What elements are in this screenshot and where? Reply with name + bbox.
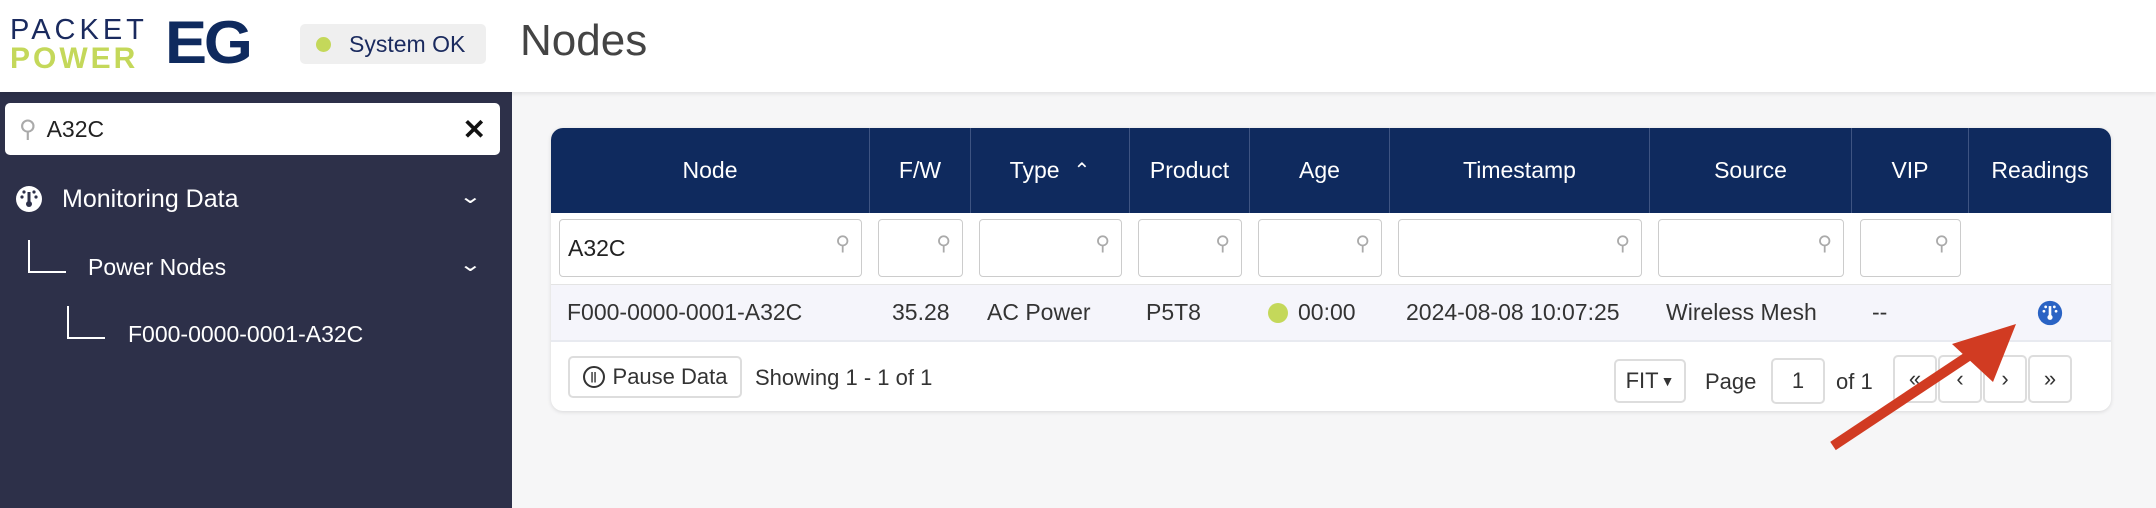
top-header: PACKET POWER EG System OK Nodes bbox=[0, 0, 2156, 92]
col-label: Type bbox=[1009, 157, 1060, 183]
close-icon[interactable]: ✕ bbox=[462, 113, 486, 145]
search-icon: ⚲ bbox=[1095, 233, 1110, 255]
col-label: Node bbox=[682, 157, 738, 183]
logo-text-line1: PACKET bbox=[10, 14, 148, 46]
chevron-down-icon: ▼ bbox=[1660, 373, 1675, 389]
sort-ascending-icon: ⌃ bbox=[1073, 160, 1091, 182]
search-icon: ⚲ bbox=[1817, 233, 1832, 255]
tree-connector bbox=[28, 240, 66, 273]
col-header-node[interactable]: Node bbox=[551, 128, 870, 213]
page-total: of 1 bbox=[1836, 369, 1873, 394]
chevron-left-icon: ‹ bbox=[1956, 366, 1964, 391]
col-header-vip[interactable]: VIP bbox=[1852, 128, 1969, 213]
nodes-table: Node F/W Type ⌃ Product Age Timestamp Sou… bbox=[551, 128, 2111, 411]
cell-readings bbox=[1969, 285, 2111, 340]
col-header-fw[interactable]: F/W bbox=[870, 128, 971, 213]
gauge-icon bbox=[16, 186, 42, 212]
page-title: Nodes bbox=[520, 16, 648, 65]
col-label: VIP bbox=[1891, 157, 1929, 183]
page-label: Page bbox=[1705, 369, 1757, 394]
status-dot-icon bbox=[316, 36, 331, 52]
chevron-right-icon: › bbox=[2001, 366, 2009, 391]
table-header: Node F/W Type ⌃ Product Age Timestamp Sou… bbox=[551, 128, 2111, 213]
chevron-down-icon[interactable]: ⌄ bbox=[458, 254, 483, 276]
search-icon: ⚲ bbox=[19, 115, 37, 143]
packet-power-logo[interactable]: PACKET POWER EG bbox=[10, 9, 255, 76]
col-label: Source bbox=[1714, 157, 1787, 183]
last-page-button[interactable]: » bbox=[2028, 355, 2072, 403]
sidebar-item-label: F000-0000-0001-A32C bbox=[128, 321, 364, 347]
pause-data-button[interactable]: || Pause Data bbox=[568, 356, 742, 398]
cell-fw: 35.28 bbox=[892, 299, 950, 325]
col-header-type[interactable]: Type ⌃ bbox=[971, 128, 1130, 213]
sidebar-item-label: Monitoring Data bbox=[62, 184, 239, 213]
logo-text-line2: POWER bbox=[10, 42, 139, 75]
status-label: System OK bbox=[349, 30, 466, 57]
cell-node[interactable]: F000-0000-0001-A32C bbox=[567, 299, 803, 325]
col-header-age[interactable]: Age bbox=[1250, 128, 1390, 213]
filter-age-input[interactable] bbox=[1258, 219, 1382, 277]
cell-vip: -- bbox=[1872, 299, 1888, 325]
pause-icon: || bbox=[582, 366, 605, 388]
sidebar-item-label: Power Nodes bbox=[88, 254, 227, 280]
search-value: A32C bbox=[46, 115, 105, 142]
filter-node-input[interactable]: A32C bbox=[559, 219, 862, 277]
sidebar-item-power-nodes[interactable]: Power Nodes bbox=[88, 254, 226, 281]
cell-product: P5T8 bbox=[1146, 299, 1201, 325]
chevrons-right-icon: » bbox=[2043, 366, 2057, 391]
cell-timestamp: 2024-08-08 10:07:25 bbox=[1406, 299, 1620, 325]
filter-timestamp-input[interactable] bbox=[1398, 219, 1642, 277]
pause-label: Pause Data bbox=[612, 364, 728, 389]
col-label: Age bbox=[1299, 157, 1340, 183]
filter-vip-input[interactable] bbox=[1860, 219, 1961, 277]
col-header-timestamp[interactable]: Timestamp bbox=[1390, 128, 1650, 213]
table-row[interactable]: F000-0000-0001-A32C 35.28 AC Power P5T8 … bbox=[551, 285, 2111, 342]
tree-connector bbox=[67, 306, 105, 339]
page-size-value: FIT bbox=[1625, 368, 1659, 393]
age-status-dot-icon bbox=[1268, 302, 1288, 323]
sidebar-item-node[interactable]: F000-0000-0001-A32C bbox=[128, 321, 363, 348]
col-label: Product bbox=[1149, 157, 1230, 183]
table-footer: || Pause Data Showing 1 - 1 of 1 FIT ▼ Pag… bbox=[551, 342, 2111, 411]
col-header-product[interactable]: Product bbox=[1130, 128, 1250, 213]
showing-count: Showing 1 - 1 of 1 bbox=[755, 365, 933, 390]
page-size-select[interactable]: FIT ▼ bbox=[1614, 359, 1686, 403]
filter-product-input[interactable] bbox=[1138, 219, 1242, 277]
cell-source: Wireless Mesh bbox=[1666, 299, 1817, 325]
age-value: 00:00 bbox=[1298, 299, 1356, 325]
filter-fw-input[interactable] bbox=[878, 219, 963, 277]
col-label: F/W bbox=[898, 157, 942, 183]
sidebar-search-input[interactable]: ⚲ A32C ✕ bbox=[5, 103, 500, 155]
search-icon: ⚲ bbox=[835, 233, 850, 255]
col-label: Readings bbox=[1991, 157, 2089, 183]
filter-source-input[interactable] bbox=[1658, 219, 1844, 277]
page-number-input[interactable]: 1 bbox=[1771, 358, 1825, 404]
search-icon: ⚲ bbox=[1355, 233, 1370, 255]
search-icon: ⚲ bbox=[1215, 233, 1230, 255]
cell-type: AC Power bbox=[987, 299, 1091, 325]
search-icon: ⚲ bbox=[1615, 233, 1630, 255]
filter-type-input[interactable] bbox=[979, 219, 1122, 277]
search-icon: ⚲ bbox=[1934, 233, 1949, 255]
cell-age: 00:00 bbox=[1250, 285, 1390, 340]
logo-mark: EG bbox=[164, 9, 253, 76]
col-header-readings[interactable]: Readings bbox=[1969, 128, 2111, 213]
system-status-badge[interactable]: System OK bbox=[300, 24, 486, 64]
sidebar-item-monitoring-data[interactable]: Monitoring Data bbox=[14, 184, 238, 214]
filter-row: A32C ⚲ ⚲ ⚲ ⚲ ⚲ ⚲ ⚲ ⚲ bbox=[551, 213, 2111, 285]
col-label: Timestamp bbox=[1463, 157, 1576, 183]
chevron-down-icon[interactable]: ⌄ bbox=[458, 186, 483, 208]
search-icon: ⚲ bbox=[936, 233, 951, 255]
sidebar: ⚲ A32C ✕ Monitoring Data ⌄ Power Nodes ⌄… bbox=[0, 92, 512, 508]
col-header-source[interactable]: Source bbox=[1650, 128, 1852, 213]
gauge-icon[interactable] bbox=[2037, 300, 2063, 326]
